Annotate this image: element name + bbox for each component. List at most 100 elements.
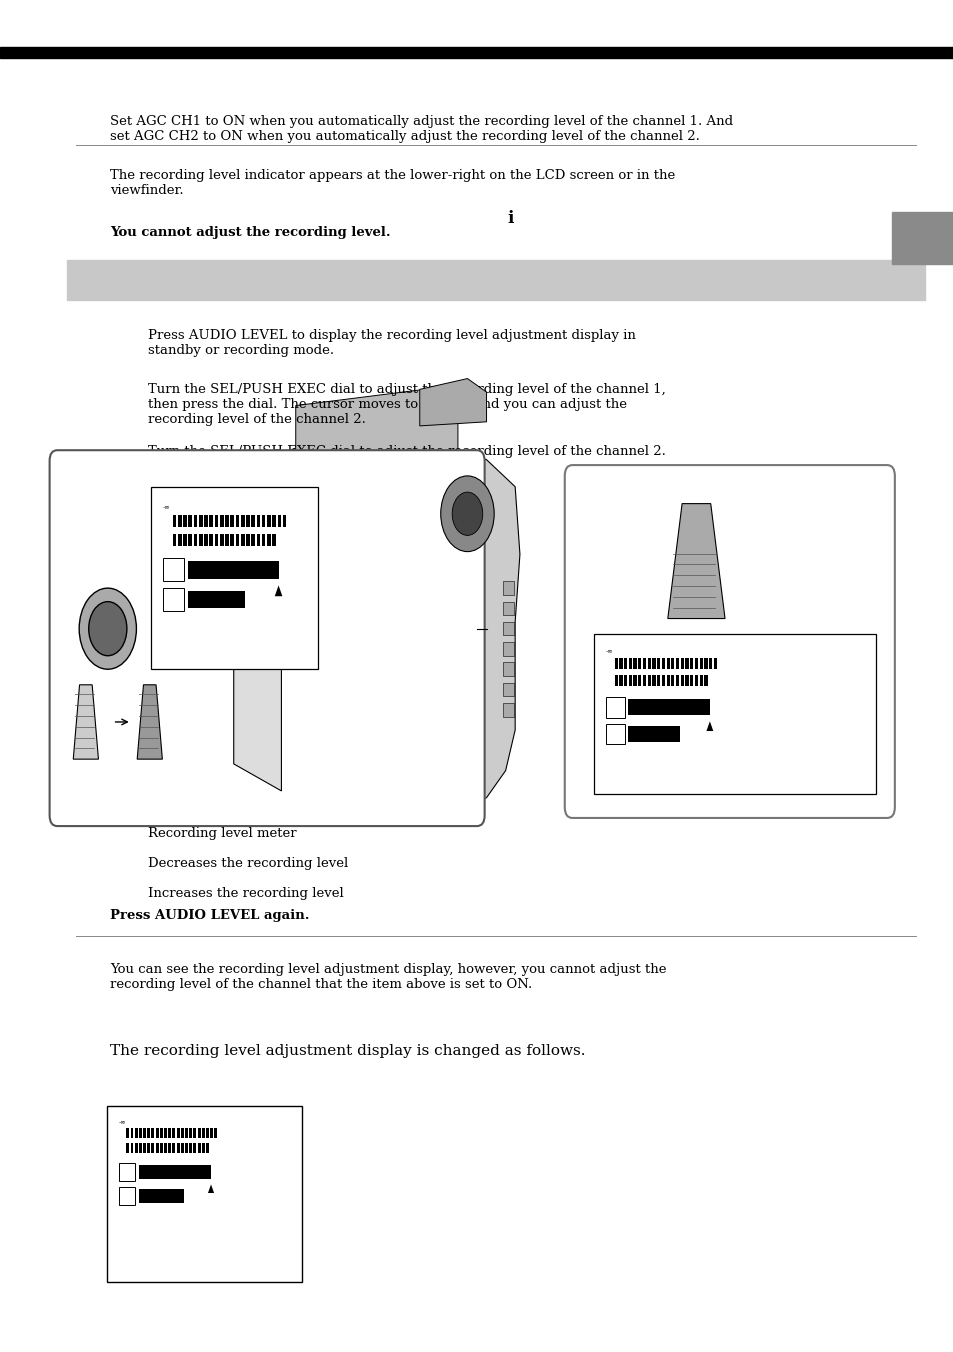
Bar: [676, 658, 679, 669]
Text: Turn the SEL/PUSH EXEC dial to adjust the recording level of the channel 1,
then: Turn the SEL/PUSH EXEC dial to adjust th…: [148, 383, 665, 426]
Bar: [160, 1128, 163, 1138]
Bar: [661, 658, 664, 669]
Bar: [666, 675, 669, 685]
Polygon shape: [295, 389, 457, 466]
Bar: [713, 658, 717, 669]
Bar: [197, 1144, 200, 1153]
Bar: [699, 675, 702, 685]
Bar: [235, 515, 239, 527]
Bar: [172, 1128, 175, 1138]
Bar: [206, 1128, 209, 1138]
Bar: [502, 581, 514, 595]
Bar: [684, 675, 688, 685]
Text: -∞: -∞: [118, 1119, 126, 1125]
Bar: [251, 534, 254, 546]
Bar: [206, 1144, 209, 1153]
Text: Recording level meter: Recording level meter: [148, 827, 296, 841]
Bar: [633, 658, 636, 669]
Bar: [164, 1128, 167, 1138]
Bar: [680, 675, 683, 685]
Bar: [138, 1165, 211, 1179]
Bar: [188, 591, 245, 608]
Bar: [143, 1128, 146, 1138]
Bar: [155, 1128, 158, 1138]
Bar: [647, 658, 650, 669]
Bar: [694, 658, 698, 669]
Bar: [235, 534, 239, 546]
Bar: [642, 658, 645, 669]
Bar: [256, 515, 260, 527]
Text: -∞: -∞: [605, 648, 613, 653]
Bar: [647, 675, 650, 685]
Bar: [684, 658, 688, 669]
Bar: [134, 1144, 137, 1153]
Bar: [277, 515, 281, 527]
Bar: [126, 1144, 129, 1153]
Bar: [638, 675, 640, 685]
Bar: [214, 534, 218, 546]
Bar: [155, 1144, 158, 1153]
Bar: [67, 260, 924, 300]
Bar: [168, 1144, 171, 1153]
Bar: [689, 658, 693, 669]
Bar: [204, 515, 208, 527]
Bar: [240, 515, 244, 527]
Text: Set AGC CH1 to ON when you automatically adjust the recording level of the chann: Set AGC CH1 to ON when you automatically…: [110, 115, 732, 143]
Text: Increases the recording level: Increases the recording level: [148, 887, 343, 900]
Bar: [202, 1144, 205, 1153]
Bar: [193, 1144, 196, 1153]
Bar: [267, 534, 271, 546]
Bar: [210, 1128, 213, 1138]
Text: The recording level indicator appears at the lower-right on the LCD screen or in: The recording level indicator appears at…: [110, 169, 675, 197]
Bar: [261, 534, 265, 546]
Bar: [246, 515, 250, 527]
Bar: [143, 1144, 146, 1153]
Bar: [214, 1128, 217, 1138]
Bar: [172, 534, 176, 546]
Bar: [676, 675, 679, 685]
Bar: [502, 622, 514, 635]
Bar: [118, 1163, 135, 1182]
Polygon shape: [419, 379, 486, 426]
Bar: [633, 675, 636, 685]
Bar: [671, 675, 674, 685]
Bar: [209, 534, 213, 546]
Bar: [107, 1106, 302, 1282]
Bar: [628, 675, 631, 685]
Text: i: i: [507, 210, 513, 227]
Bar: [689, 675, 693, 685]
Bar: [273, 534, 275, 546]
Polygon shape: [281, 426, 519, 825]
Polygon shape: [667, 504, 724, 619]
Bar: [189, 515, 192, 527]
Bar: [219, 534, 223, 546]
Bar: [708, 658, 712, 669]
Bar: [163, 588, 184, 611]
Bar: [177, 515, 181, 527]
Bar: [172, 1144, 175, 1153]
Text: You cannot adjust the recording level.: You cannot adjust the recording level.: [110, 226, 390, 239]
Bar: [147, 1144, 150, 1153]
Bar: [891, 212, 953, 264]
Bar: [198, 534, 202, 546]
Circle shape: [79, 588, 136, 669]
Bar: [502, 683, 514, 696]
Bar: [628, 699, 709, 715]
Bar: [185, 1128, 188, 1138]
Bar: [134, 1128, 137, 1138]
Bar: [661, 675, 664, 685]
Bar: [126, 1128, 129, 1138]
Bar: [623, 658, 627, 669]
Bar: [502, 703, 514, 717]
Circle shape: [89, 602, 127, 656]
Polygon shape: [73, 684, 98, 760]
Bar: [638, 658, 640, 669]
Bar: [502, 642, 514, 656]
Bar: [671, 658, 674, 669]
Bar: [176, 1144, 179, 1153]
Bar: [151, 487, 317, 669]
Bar: [267, 515, 271, 527]
Bar: [652, 658, 655, 669]
Bar: [209, 515, 213, 527]
Bar: [230, 534, 233, 546]
